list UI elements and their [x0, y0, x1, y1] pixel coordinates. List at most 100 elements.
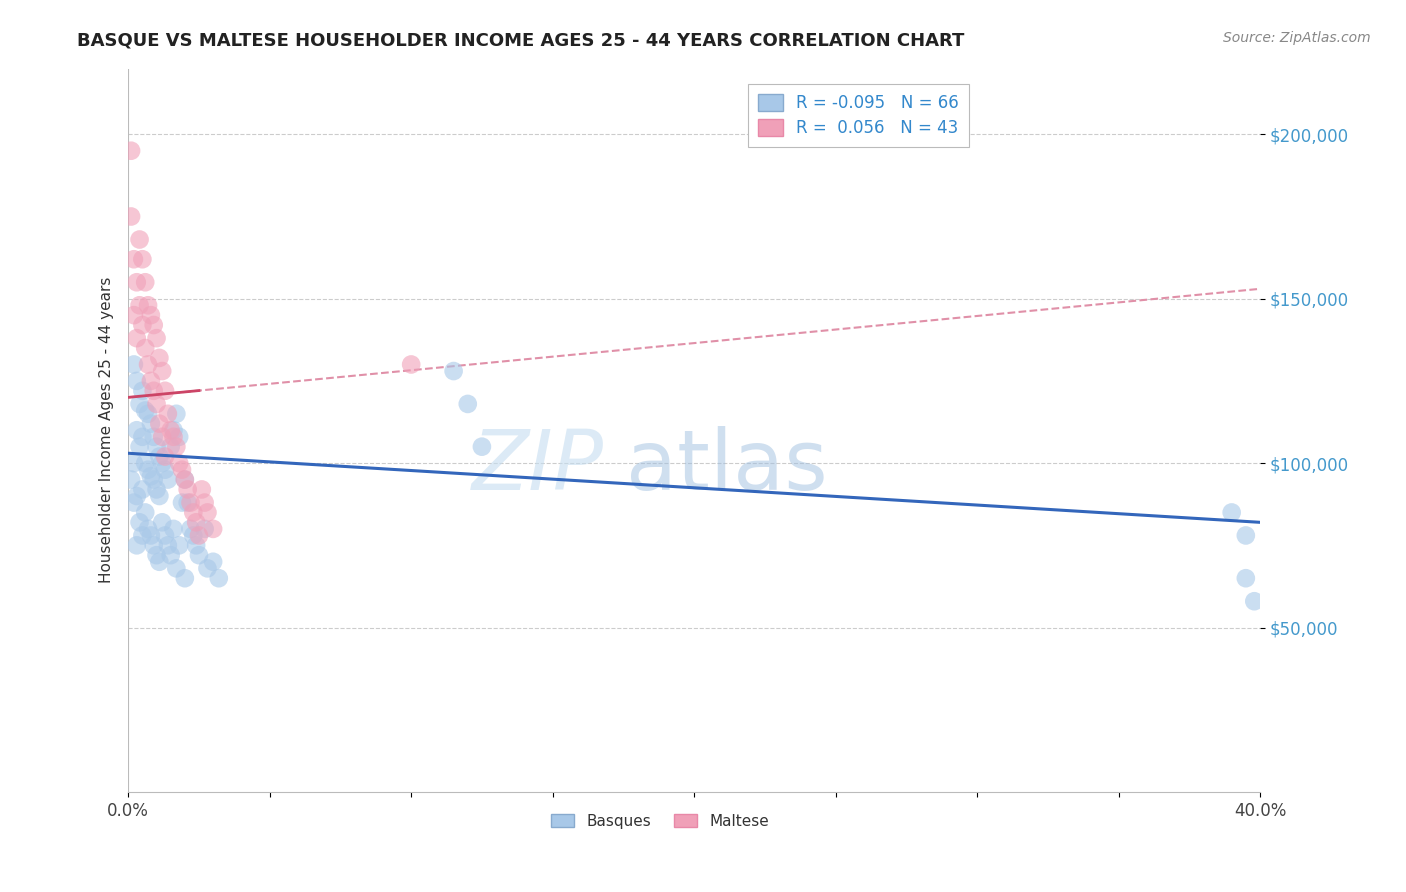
Point	[120, 473, 142, 487]
Point	[191, 483, 214, 497]
Text: atlas: atlas	[626, 425, 828, 507]
Point	[145, 397, 167, 411]
Point	[148, 489, 170, 503]
Point	[139, 528, 162, 542]
Point	[173, 473, 195, 487]
Point	[136, 522, 159, 536]
Point	[179, 495, 201, 509]
Point	[145, 440, 167, 454]
Point	[202, 522, 225, 536]
Legend: Basques, Maltese: Basques, Maltese	[546, 807, 775, 835]
Point	[131, 483, 153, 497]
Point	[139, 469, 162, 483]
Point	[165, 440, 187, 454]
Point	[128, 397, 150, 411]
Point	[131, 528, 153, 542]
Point	[145, 331, 167, 345]
Point	[125, 489, 148, 503]
Text: Source: ZipAtlas.com: Source: ZipAtlas.com	[1223, 31, 1371, 45]
Point	[145, 483, 167, 497]
Point	[131, 318, 153, 332]
Point	[122, 252, 145, 267]
Point	[148, 417, 170, 431]
Point	[1234, 571, 1257, 585]
Point	[197, 561, 219, 575]
Point	[136, 407, 159, 421]
Point	[167, 538, 190, 552]
Point	[148, 555, 170, 569]
Point	[162, 423, 184, 437]
Point	[134, 341, 156, 355]
Point	[173, 473, 195, 487]
Point	[131, 384, 153, 398]
Point	[150, 456, 173, 470]
Point	[173, 571, 195, 585]
Point	[457, 397, 479, 411]
Point	[153, 463, 176, 477]
Point	[186, 538, 208, 552]
Point	[139, 417, 162, 431]
Point	[162, 522, 184, 536]
Point	[125, 423, 148, 437]
Point	[122, 495, 145, 509]
Point	[131, 430, 153, 444]
Point	[142, 430, 165, 444]
Point	[145, 548, 167, 562]
Point	[181, 505, 204, 519]
Point	[142, 473, 165, 487]
Point	[122, 456, 145, 470]
Point	[165, 407, 187, 421]
Point	[136, 463, 159, 477]
Point	[142, 318, 165, 332]
Point	[125, 331, 148, 345]
Point	[188, 548, 211, 562]
Y-axis label: Householder Income Ages 25 - 44 years: Householder Income Ages 25 - 44 years	[100, 277, 114, 583]
Point	[148, 351, 170, 365]
Point	[188, 528, 211, 542]
Point	[125, 275, 148, 289]
Point	[142, 538, 165, 552]
Point	[170, 495, 193, 509]
Point	[443, 364, 465, 378]
Point	[150, 516, 173, 530]
Point	[1220, 505, 1243, 519]
Point	[162, 430, 184, 444]
Point	[1234, 528, 1257, 542]
Point	[176, 495, 198, 509]
Point	[156, 407, 179, 421]
Point	[122, 358, 145, 372]
Point	[134, 403, 156, 417]
Point	[134, 505, 156, 519]
Point	[136, 358, 159, 372]
Point	[176, 483, 198, 497]
Point	[197, 505, 219, 519]
Point	[125, 538, 148, 552]
Point	[165, 561, 187, 575]
Point	[186, 516, 208, 530]
Point	[128, 516, 150, 530]
Point	[153, 384, 176, 398]
Point	[179, 522, 201, 536]
Point	[131, 252, 153, 267]
Point	[471, 440, 494, 454]
Point	[150, 430, 173, 444]
Point	[120, 210, 142, 224]
Point	[167, 456, 190, 470]
Text: ZIP: ZIP	[471, 425, 603, 507]
Point	[156, 473, 179, 487]
Point	[159, 423, 181, 437]
Point	[128, 233, 150, 247]
Point	[194, 522, 217, 536]
Point	[153, 450, 176, 464]
Point	[136, 298, 159, 312]
Point	[125, 374, 148, 388]
Point	[150, 364, 173, 378]
Point	[128, 298, 150, 312]
Text: BASQUE VS MALTESE HOUSEHOLDER INCOME AGES 25 - 44 YEARS CORRELATION CHART: BASQUE VS MALTESE HOUSEHOLDER INCOME AGE…	[77, 31, 965, 49]
Point	[139, 308, 162, 322]
Point	[1243, 594, 1265, 608]
Point	[153, 528, 176, 542]
Point	[159, 548, 181, 562]
Point	[170, 463, 193, 477]
Point	[208, 571, 231, 585]
